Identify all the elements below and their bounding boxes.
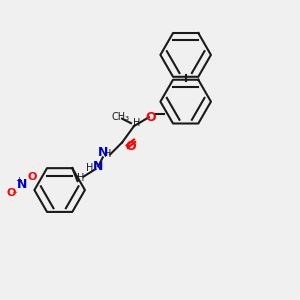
Text: H: H xyxy=(103,149,111,159)
Text: ⁻: ⁻ xyxy=(11,190,17,200)
Text: O: O xyxy=(27,172,37,182)
Text: O: O xyxy=(145,111,156,124)
Text: N: N xyxy=(16,178,27,191)
Text: N: N xyxy=(93,160,104,173)
Text: CH₃: CH₃ xyxy=(112,112,130,122)
Text: H: H xyxy=(86,163,93,173)
Text: +: + xyxy=(15,176,22,185)
Text: H: H xyxy=(77,173,84,183)
Text: H: H xyxy=(133,118,141,128)
Text: O: O xyxy=(126,140,136,153)
Text: N: N xyxy=(98,146,108,159)
Text: O: O xyxy=(7,188,16,198)
